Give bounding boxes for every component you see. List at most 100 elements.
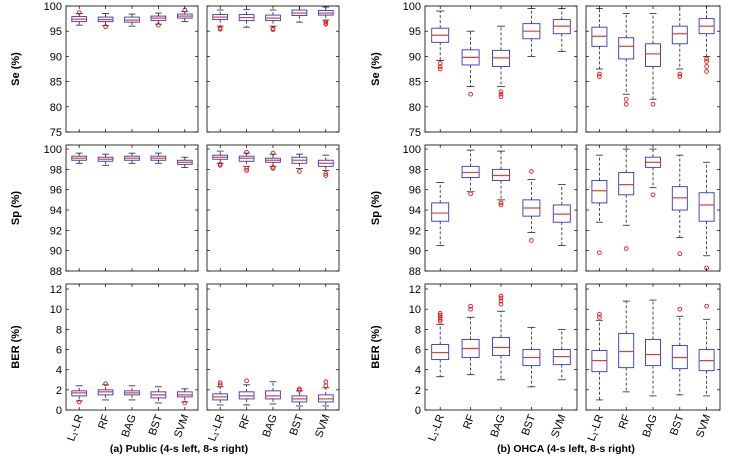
y-tick-label: 6 — [415, 345, 421, 357]
outlier-point — [498, 200, 504, 206]
panel-frame — [65, 144, 199, 272]
y-tick-label: 100 — [403, 1, 421, 13]
box-1 — [212, 150, 229, 168]
iqr-box — [698, 192, 715, 222]
box-1 — [212, 380, 229, 406]
y-tick-label: 90 — [50, 246, 62, 258]
outlier-point — [677, 251, 683, 257]
y-tick-label: 85 — [409, 77, 421, 89]
panel-frame — [206, 5, 340, 133]
y-tick-label: 2 — [56, 385, 62, 397]
x-tick-label: L₁-LR — [206, 413, 227, 443]
box-2 — [238, 9, 255, 28]
box-1 — [591, 311, 608, 401]
box-4 — [150, 386, 167, 404]
outlier-point — [597, 71, 602, 77]
box-1 — [591, 154, 608, 256]
box-2 — [238, 149, 255, 173]
outlier-point — [244, 166, 249, 171]
outlier-point — [297, 386, 302, 392]
box-1 — [71, 10, 88, 26]
outlier-point — [323, 379, 329, 385]
outlier-point — [323, 19, 329, 24]
y-axis-label: Se (%) — [370, 52, 382, 86]
box-3 — [645, 148, 661, 198]
subfigure-caption: (b) OHCA (4-s left, 8-s right) — [497, 443, 635, 455]
panel-row2-right — [585, 144, 721, 272]
y-tick-label: 90 — [50, 51, 62, 63]
box-1 — [71, 385, 88, 405]
outlier-point — [677, 71, 683, 77]
outlier-point — [498, 94, 504, 100]
x-tick-label: RF — [461, 413, 477, 431]
box-1 — [431, 182, 450, 246]
outlier-point — [437, 61, 443, 66]
box-3 — [124, 13, 140, 27]
x-tick-label: BAG — [261, 413, 280, 439]
box-4 — [291, 5, 308, 23]
box-4 — [671, 154, 688, 257]
box-2 — [97, 153, 114, 166]
box-5 — [317, 154, 334, 178]
y-tick-label: 98 — [50, 164, 62, 176]
panel-row3-left: 0 2 4 6 8 10 12 L₁-LR RF BAG BST SVM — [50, 283, 199, 443]
iqr-box — [431, 202, 450, 222]
box-5 — [317, 379, 334, 407]
box-1 — [431, 10, 450, 72]
y-tick-label: 6 — [56, 345, 62, 357]
y-tick-label: 80 — [409, 102, 421, 114]
outlier-point — [182, 400, 188, 406]
y-axis-label: Sp (%) — [370, 191, 382, 226]
outlier-point — [468, 303, 473, 309]
y-tick-label: 94 — [409, 205, 421, 217]
box-2 — [238, 378, 255, 406]
subfigure-caption: (a) Public (4-s left, 8-s right) — [110, 443, 248, 455]
y-axis-label: Se (%) — [10, 52, 22, 86]
outlier-point — [650, 101, 656, 107]
outlier-point — [103, 24, 108, 30]
outlier-point — [297, 169, 302, 174]
iqr-box — [671, 25, 688, 45]
x-tick-label: RF — [96, 413, 112, 431]
y-tick-label: 96 — [409, 185, 421, 197]
box-5 — [552, 184, 571, 246]
box-2 — [97, 13, 114, 30]
y-tick-label: 12 — [409, 284, 421, 296]
y-tick-label: 90 — [409, 246, 421, 258]
iqr-box — [265, 390, 281, 400]
panel-row1-left: 75 80 85 90 95 100 — [403, 1, 578, 139]
y-tick-label: 4 — [56, 365, 62, 377]
iqr-box — [645, 338, 661, 367]
x-tick-label: L₁-LR — [65, 413, 86, 443]
box-3 — [265, 9, 281, 33]
outlier-point — [217, 162, 223, 168]
outlier-point — [498, 293, 504, 299]
outlier-point — [704, 303, 709, 309]
outlier-point — [323, 173, 329, 178]
outlier-point — [498, 295, 504, 301]
outlier-point — [498, 202, 504, 208]
panel-row2-left: 88 90 92 94 96 98 100 — [44, 144, 199, 278]
y-axis-label: Sp (%) — [10, 191, 22, 226]
x-tick-label: L₁-LR — [426, 413, 447, 443]
x-tick-label: RF — [617, 413, 633, 431]
box-4 — [522, 326, 541, 388]
box-3 — [492, 293, 510, 381]
outlier-point — [217, 382, 223, 388]
panel-row1-left: 75 80 85 90 95 100 — [44, 1, 199, 139]
outlier-point — [704, 59, 709, 64]
y-axis-label: BER (%) — [370, 325, 382, 369]
y-tick-label: 2 — [415, 385, 421, 397]
outlier-point — [597, 74, 602, 79]
outlier-point — [156, 22, 161, 28]
panel-frame — [585, 144, 721, 272]
outlier-point — [270, 166, 276, 171]
outlier-point — [498, 91, 504, 97]
box-3 — [645, 13, 661, 107]
x-tick-label: SVM — [694, 413, 713, 440]
x-tick-label: BST — [520, 413, 539, 437]
iqr-box — [618, 37, 635, 60]
outlier-point — [597, 250, 602, 256]
panel-frame — [65, 5, 199, 133]
